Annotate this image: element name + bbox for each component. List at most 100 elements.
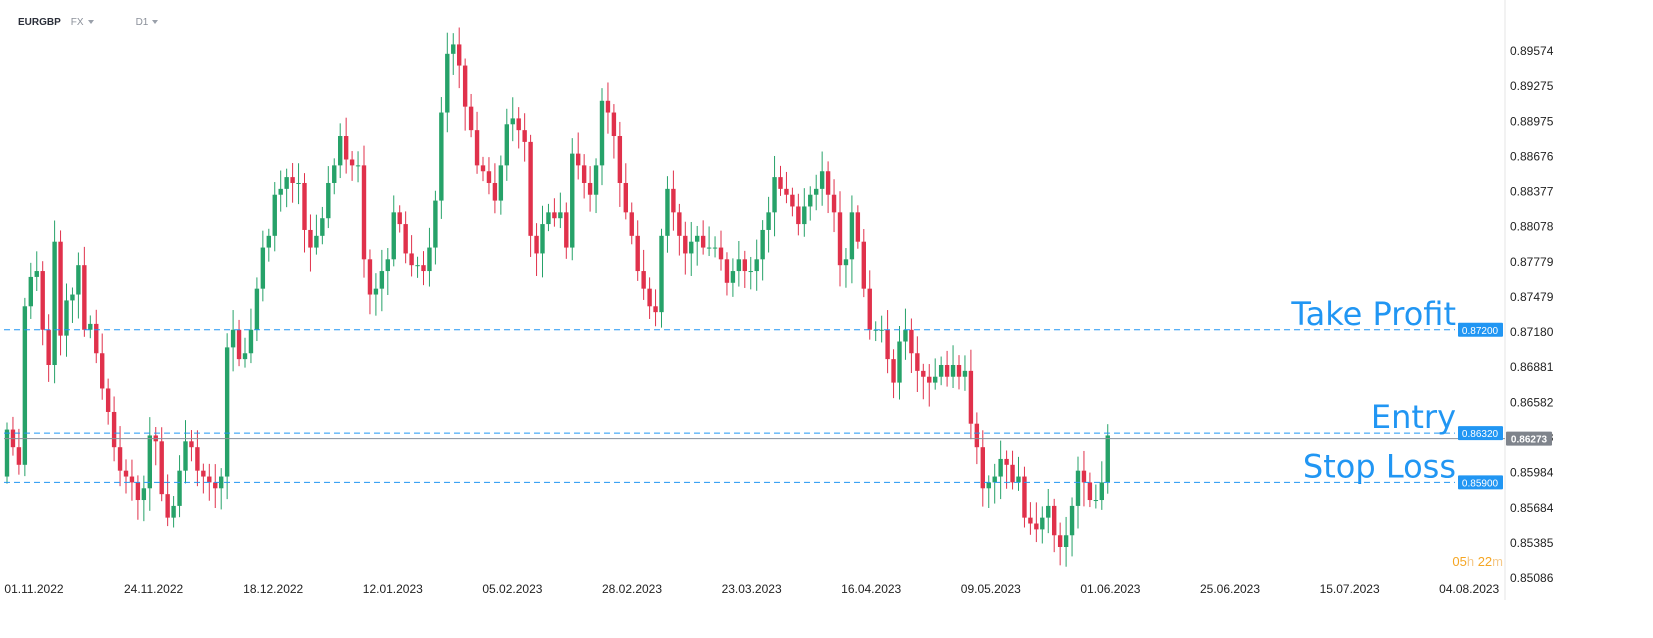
candle-down	[201, 470, 206, 477]
candle-up	[34, 271, 39, 277]
candle-down	[522, 130, 527, 142]
candle-up	[814, 188, 819, 195]
candle-up	[70, 294, 75, 301]
candle-down	[784, 188, 789, 195]
y-tick-label: 0.85984	[1510, 466, 1554, 480]
candle-up	[1040, 517, 1045, 530]
y-tick-label: 0.89574	[1510, 44, 1554, 58]
market-label: FX	[70, 16, 84, 28]
candle-down	[468, 106, 474, 131]
candle-down	[831, 194, 837, 213]
candle-up	[938, 364, 944, 377]
candle-down	[909, 329, 914, 354]
candle-down	[617, 136, 623, 183]
timeframe-dropdown[interactable]: D1	[136, 17, 159, 28]
candle-up	[230, 329, 236, 348]
candle-up	[950, 364, 956, 377]
timer-minutes: 22	[1477, 554, 1493, 569]
candle-up	[849, 212, 855, 260]
candle-down	[635, 235, 640, 272]
x-tick-label: 12.01.2023	[363, 582, 423, 596]
candle-up	[355, 165, 361, 167]
candle-down	[855, 212, 861, 242]
candle-down	[653, 306, 658, 313]
candle-up	[141, 488, 147, 501]
candle-down	[700, 235, 706, 248]
x-tick-label: 01.06.2023	[1080, 582, 1140, 596]
candle-up	[498, 165, 504, 201]
market-dropdown[interactable]: FX	[71, 17, 94, 28]
candle-down	[671, 188, 676, 213]
x-tick-label: 18.12.2022	[243, 582, 303, 596]
candle-down	[290, 177, 295, 183]
candle-up	[272, 194, 277, 236]
chart-toolbar: EURGBP FX D1	[18, 14, 159, 30]
level-name: Take Profit	[1290, 295, 1456, 333]
candle-up	[242, 353, 248, 360]
candle-down	[641, 271, 646, 289]
candle-down	[980, 447, 985, 489]
candle-up	[219, 476, 224, 489]
candle-down	[474, 130, 480, 166]
candle-up	[147, 435, 152, 489]
candle-down	[516, 118, 521, 131]
candle-down	[647, 288, 652, 307]
candle-down	[421, 265, 426, 272]
candle-up	[689, 241, 694, 254]
candles	[4, 27, 1110, 567]
candle-down	[105, 388, 111, 412]
candle-down	[1034, 523, 1039, 530]
candle-up	[819, 171, 825, 189]
candle-up	[1069, 505, 1075, 536]
candle-down	[58, 241, 63, 336]
candle-up	[445, 53, 450, 113]
candle-down	[1081, 470, 1087, 483]
candle-up	[254, 288, 260, 330]
candle-up	[183, 441, 188, 471]
x-tick-label: 05.02.2023	[482, 582, 542, 596]
chevron-down-icon	[152, 20, 159, 24]
candle-up	[1105, 435, 1110, 483]
candle-down	[742, 259, 747, 272]
candle-up	[546, 212, 551, 225]
x-tick-label: 16.04.2023	[841, 582, 901, 596]
symbol-label[interactable]: EURGBP	[18, 16, 61, 28]
candle-down	[837, 212, 843, 266]
last-price-tag	[1506, 431, 1552, 446]
candle-down	[796, 206, 801, 225]
candle-down	[480, 165, 486, 172]
x-tick-label: 25.06.2023	[1200, 582, 1260, 596]
candle-up	[665, 188, 670, 236]
candle-up	[897, 341, 902, 383]
candle-up	[177, 470, 182, 506]
y-tick-label: 0.86881	[1510, 360, 1554, 374]
candle-down	[891, 359, 896, 383]
x-tick-label: 04.08.2023	[1439, 582, 1499, 596]
candle-up	[1063, 535, 1069, 547]
candle-down	[82, 265, 87, 330]
candle-up	[879, 329, 884, 331]
candle-down	[457, 44, 462, 66]
x-tick-label: 28.02.2023	[602, 582, 662, 596]
candle-up	[760, 229, 765, 260]
candle-down	[885, 329, 890, 360]
candle-down	[165, 494, 170, 518]
candle-down	[236, 329, 242, 360]
y-tick-label: 0.88377	[1510, 185, 1554, 199]
timer-hours: 05	[1452, 554, 1467, 569]
candle-up	[433, 200, 438, 248]
candle-down	[552, 212, 557, 219]
candle-down	[1087, 482, 1093, 501]
candle-down	[778, 177, 783, 189]
candle-up	[379, 271, 385, 289]
x-tick-label: 01.11.2022	[4, 582, 63, 596]
level-tag	[1458, 322, 1503, 337]
candle-timer: 05h 22m	[1452, 554, 1503, 569]
candle-down	[528, 141, 533, 236]
candle-down	[724, 259, 730, 283]
candle-down	[956, 364, 962, 377]
candle-up	[730, 271, 736, 283]
candle-down	[462, 65, 468, 107]
candle-up	[338, 136, 343, 166]
